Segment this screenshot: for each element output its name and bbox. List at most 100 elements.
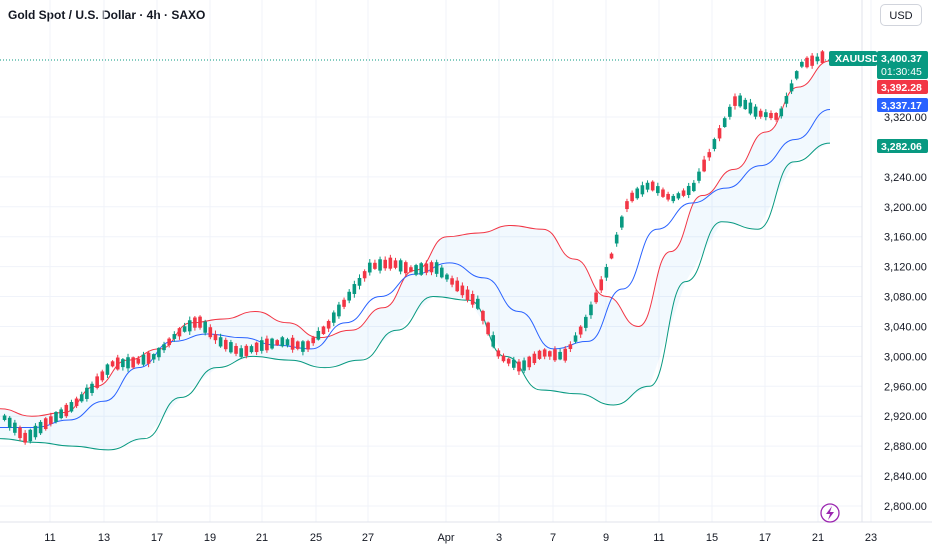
candle-body: [13, 422, 17, 433]
y-tick-label: 3,000.00: [884, 351, 927, 363]
candle: [7, 416, 12, 431]
x-tick-label: 17: [759, 532, 771, 544]
candle-body: [182, 326, 187, 332]
candle: [460, 282, 465, 298]
price-axis[interactable]: 2,800.00 2,840.00 2,880.00 2,920.00 2,960.00…: [884, 112, 927, 513]
candle-body: [625, 201, 629, 210]
candle: [223, 337, 228, 352]
y-tick-label: 3,120.00: [884, 262, 927, 274]
time-axis[interactable]: 11 13 17 19 21 25 27 Apr 3 7 9 11 15 17 21 23: [44, 532, 877, 544]
candle: [38, 420, 43, 436]
candle: [686, 182, 691, 199]
candle-body: [131, 357, 135, 368]
candle-body: [789, 83, 794, 92]
last-price-value: 3,400.37: [881, 53, 922, 65]
candle-body: [702, 159, 706, 172]
candle: [532, 351, 537, 365]
candle: [419, 261, 424, 276]
candle-body: [2, 415, 7, 420]
candle-body: [79, 394, 84, 402]
candle-body: [157, 347, 161, 358]
symbol-tag: XAUUSD: [829, 51, 880, 66]
candle-body: [54, 411, 58, 422]
candle-body: [609, 253, 614, 259]
y-tick-label: 2,800.00: [884, 501, 927, 513]
candle-body: [254, 342, 259, 353]
candle-body: [470, 293, 475, 305]
candle-body: [692, 182, 696, 192]
candle-body: [784, 96, 789, 104]
candle-body: [151, 354, 156, 360]
candle-body: [563, 348, 568, 361]
candle-body: [59, 409, 63, 419]
candle-body: [779, 108, 784, 117]
candle: [347, 289, 352, 304]
candle-body: [69, 402, 74, 412]
candle: [558, 348, 562, 361]
candle-body: [728, 106, 732, 117]
candle-body: [774, 113, 778, 120]
candle: [748, 98, 753, 116]
y-tick-label: 2,840.00: [884, 471, 927, 483]
candle-body: [306, 341, 310, 350]
candle: [403, 260, 408, 277]
candle: [13, 419, 17, 436]
candle: [64, 403, 69, 418]
candle: [501, 353, 506, 363]
candle-body: [85, 387, 89, 399]
currency-button[interactable]: USD: [880, 4, 922, 26]
candle-body: [491, 335, 496, 347]
candle: [609, 252, 614, 260]
candle: [362, 269, 367, 282]
candle: [506, 357, 511, 367]
candle: [295, 340, 300, 351]
candle: [337, 301, 341, 319]
candle-body: [722, 118, 727, 127]
candle: [306, 339, 310, 352]
candle-body: [542, 349, 547, 357]
candle: [59, 407, 63, 420]
candle-body: [136, 358, 141, 364]
candle-body: [18, 427, 22, 439]
candle: [697, 168, 701, 184]
candle-body: [656, 186, 660, 194]
candle: [331, 310, 336, 327]
candle: [110, 360, 115, 368]
candle-body: [414, 265, 418, 275]
candle: [167, 337, 171, 348]
candle: [131, 356, 135, 369]
candle: [265, 335, 269, 353]
candle-body: [316, 330, 321, 340]
lower-band-tag: 3,282.06: [877, 139, 928, 153]
candle-body: [805, 57, 809, 68]
candle: [470, 290, 475, 308]
candle: [738, 93, 742, 108]
candle: [645, 180, 650, 193]
candle-body: [398, 260, 403, 272]
candle: [563, 346, 568, 363]
x-tick-label: 25: [310, 532, 322, 544]
candle-body: [815, 56, 820, 62]
candle: [805, 56, 809, 69]
candle: [702, 155, 706, 173]
candle-body: [578, 326, 583, 335]
candle: [527, 355, 532, 371]
candle-body: [378, 259, 382, 271]
candle: [316, 327, 321, 341]
candle: [270, 337, 274, 350]
candle-body: [239, 348, 243, 357]
candle: [650, 180, 655, 192]
candle: [393, 257, 398, 270]
y-tick-label: 2,880.00: [884, 441, 927, 453]
candle: [733, 93, 737, 110]
candle: [352, 280, 357, 298]
lightning-icon[interactable]: [820, 503, 840, 523]
candle: [239, 345, 243, 359]
candle: [95, 373, 99, 390]
candle: [275, 339, 279, 346]
candle: [743, 97, 748, 110]
candle-body: [512, 359, 516, 368]
last-price-tag: 3,400.37 01:30:45: [877, 51, 928, 79]
y-tick-label: 2,960.00: [884, 381, 927, 393]
